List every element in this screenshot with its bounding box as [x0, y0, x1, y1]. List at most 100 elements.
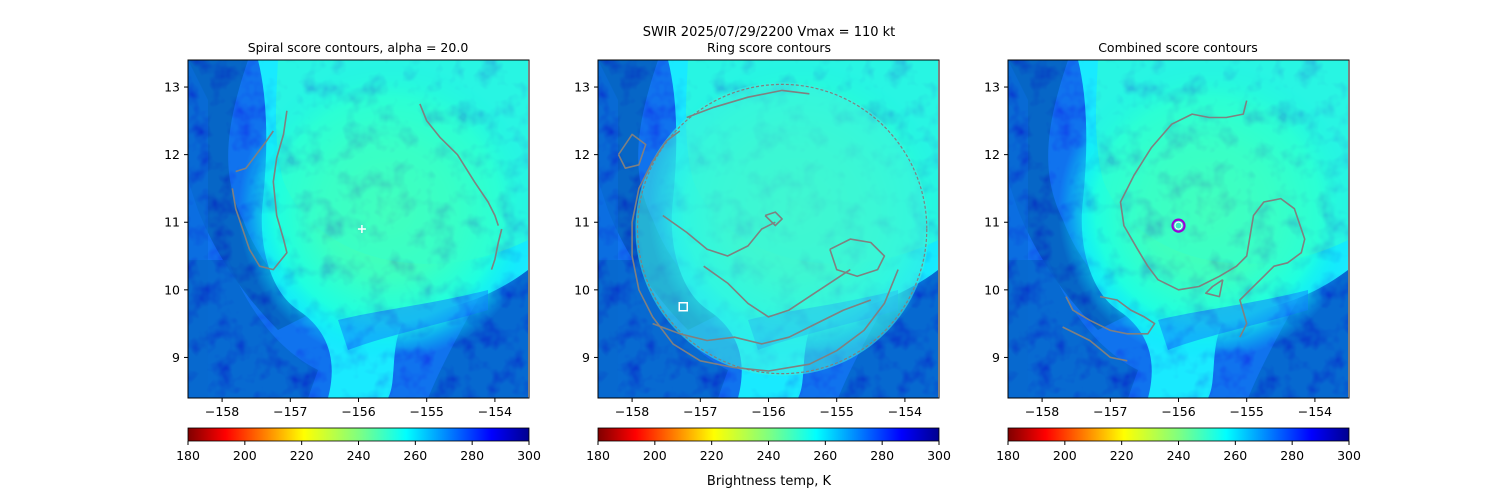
panel-title-spiral: Spiral score contours, alpha = 20.0: [248, 40, 469, 55]
y-axis-spiral: 9 10 11 12 13: [164, 80, 188, 365]
colorbar-tick-label: 300: [517, 448, 541, 463]
y-axis-combined: 9 10 11 12 13: [984, 80, 1008, 365]
x-tick-label: −154: [1298, 404, 1332, 419]
y-tick-label: 10: [164, 282, 180, 297]
colorbar-tick-label: 240: [757, 448, 781, 463]
contour-line: [764, 211, 783, 227]
x-tick-label: −155: [1230, 404, 1264, 419]
colorbar-tick-label: 300: [1337, 448, 1361, 463]
x-axis-ring: −158 −157 −156 −155 −154: [615, 398, 922, 419]
x-axis-combined: −158 −157 −156 −155 −154: [1025, 398, 1332, 419]
x-tick-label: −155: [410, 404, 444, 419]
colorbar-label: Brightness temp, K: [707, 474, 832, 489]
x-tick-label: −154: [478, 404, 512, 419]
x-tick-label: −155: [820, 404, 854, 419]
colorbar-tick-label: 280: [870, 448, 894, 463]
colorbar-gradient: [597, 427, 940, 442]
x-tick-label: −156: [341, 404, 375, 419]
colorbar-combined: 180 200 220 240 260 280 300: [996, 427, 1361, 463]
y-tick-label: 12: [984, 147, 1000, 162]
y-tick-label: 9: [582, 350, 590, 365]
colorbar-tick-label: 260: [1223, 448, 1247, 463]
center-marker-combined: [1171, 218, 1186, 233]
contour-line: [686, 89, 810, 119]
colorbar-tick-label: 220: [700, 448, 724, 463]
contour-line: [1062, 326, 1128, 362]
colorbar-tick-label: 200: [1053, 448, 1077, 463]
contour-line: [419, 103, 500, 226]
colorbar-tick-label: 220: [1110, 448, 1134, 463]
colorbar-tick-label: 240: [1167, 448, 1191, 463]
y-tick-label: 12: [574, 147, 590, 162]
center-marker-ring: [678, 301, 688, 312]
contour-line: [235, 130, 274, 173]
y-tick-label: 11: [574, 215, 590, 230]
y-tick-label: 9: [172, 350, 180, 365]
contour-line: [231, 110, 288, 271]
center-plus-marker: [357, 225, 366, 233]
colorbar-spiral: 180 200 220 240 260 280 300: [176, 427, 541, 463]
x-tick-label: −157: [683, 404, 717, 419]
contour-line: [1205, 279, 1224, 298]
x-tick-label: −158: [205, 404, 239, 419]
contour-line: [829, 238, 886, 278]
contour-line: [652, 299, 872, 345]
contour-line: [490, 228, 503, 270]
contours-ring: [617, 82, 929, 376]
contour-line: [617, 133, 647, 169]
y-tick-label: 10: [574, 282, 590, 297]
y-tick-label: 11: [164, 215, 180, 230]
y-tick-label: 12: [164, 147, 180, 162]
center-circle-inner: [1174, 221, 1183, 230]
panel-combined: Combined score contours −158 −157 −156 −155…: [984, 40, 1361, 463]
x-axis-spiral: −158 −157 −156 −155 −154: [205, 398, 512, 419]
colorbar-tick-label: 180: [586, 448, 610, 463]
colorbar-tick-label: 300: [927, 448, 951, 463]
ring-region: [635, 82, 929, 376]
panel-title-ring: Ring score contours: [707, 40, 831, 55]
figure-suptitle: SWIR 2025/07/29/2200 Vmax = 110 kt: [643, 25, 896, 40]
panel-spiral: Spiral score contours, alpha = 20.0 −158…: [164, 40, 541, 463]
x-tick-label: −156: [1161, 404, 1195, 419]
center-marker-spiral: [357, 225, 366, 233]
contours-spiral: [231, 103, 503, 271]
colorbar-tick-label: 220: [290, 448, 314, 463]
x-tick-label: −156: [751, 404, 785, 419]
y-tick-label: 11: [984, 215, 1000, 230]
colorbar-gradient: [187, 427, 530, 442]
colorbar-tick-label: 180: [176, 448, 200, 463]
colorbar-tick-label: 260: [813, 448, 837, 463]
contour-line: [1119, 100, 1306, 338]
colorbar-tick-label: 260: [403, 448, 427, 463]
colorbar-tick-label: 200: [233, 448, 257, 463]
y-tick-label: 10: [984, 282, 1000, 297]
colorbar-tick-label: 200: [643, 448, 667, 463]
colorbar-tick-label: 240: [347, 448, 371, 463]
panel-ring: Ring score contours −158 −157 −156 −155 −154…: [574, 40, 951, 489]
contours-combined: [1062, 100, 1306, 362]
y-tick-label: 9: [992, 350, 1000, 365]
y-tick-label: 13: [574, 80, 590, 95]
contour-line: [1065, 295, 1156, 335]
x-tick-label: −158: [615, 404, 649, 419]
contour-line: [662, 214, 776, 257]
y-tick-label: 13: [984, 80, 1000, 95]
x-tick-label: −157: [273, 404, 307, 419]
colorbar-gradient: [1007, 427, 1350, 442]
ring-region-edge: [636, 83, 928, 375]
contour-line: [631, 130, 899, 372]
center-circle-marker: [1171, 218, 1186, 233]
center-square-marker: [678, 301, 688, 312]
colorbar-tick-label: 280: [1280, 448, 1304, 463]
colorbar-tick-label: 280: [460, 448, 484, 463]
colorbar-ring: 180 200 220 240 260 280 300: [586, 427, 951, 463]
y-axis-ring: 9 10 11 12 13: [574, 80, 598, 365]
colorbar-tick-label: 180: [996, 448, 1020, 463]
y-tick-label: 13: [164, 80, 180, 95]
contour-line: [703, 265, 851, 318]
panel-title-combined: Combined score contours: [1098, 40, 1258, 55]
x-tick-label: −158: [1025, 404, 1059, 419]
x-tick-label: −154: [888, 404, 922, 419]
